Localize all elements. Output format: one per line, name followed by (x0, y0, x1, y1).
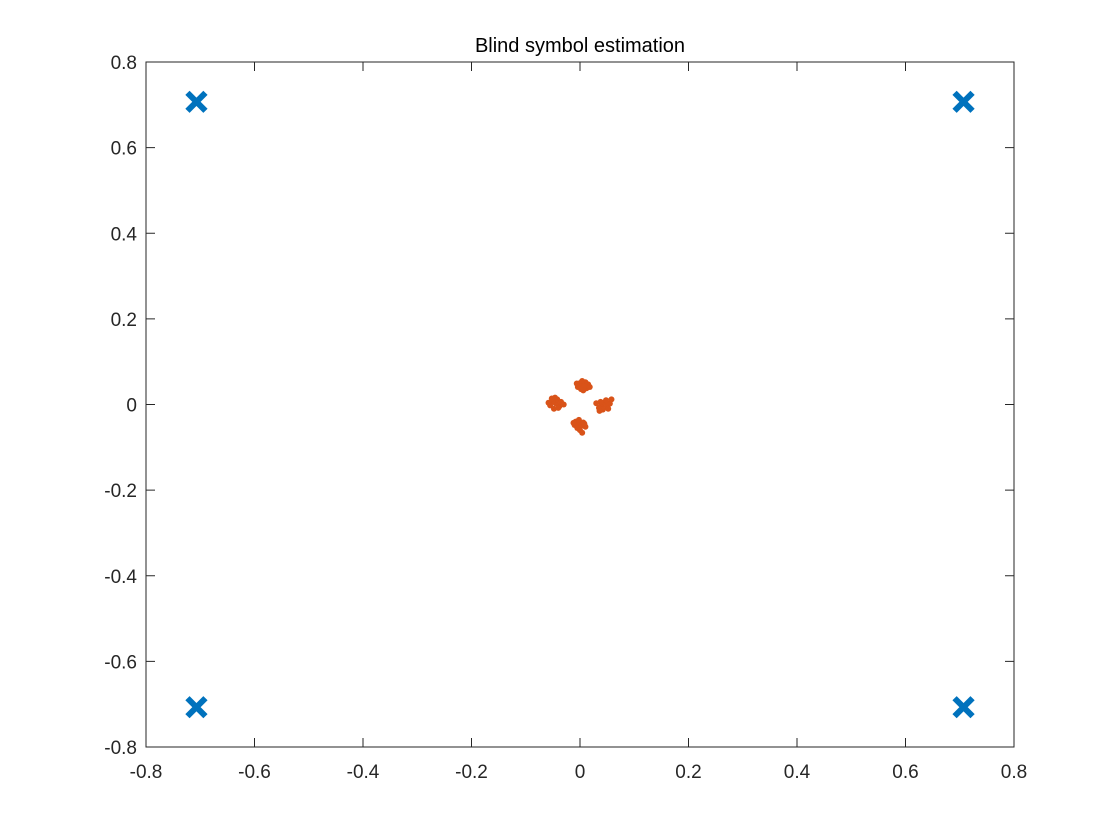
dot-marker-point (596, 407, 603, 414)
dot-marker-point (545, 399, 552, 406)
dot-marker-point (579, 429, 586, 436)
dot-marker-point (586, 383, 593, 390)
y-tick-label: 0.4 (111, 224, 138, 245)
x-tick-label: -0.2 (455, 762, 488, 783)
chart-title: Blind symbol estimation (475, 35, 685, 57)
x-tick-label: -0.4 (347, 762, 380, 783)
x-tick-label: 0.4 (784, 762, 811, 783)
dot-marker-point (570, 419, 577, 426)
y-tick-label: 0.6 (111, 139, 137, 160)
dot-marker-point (575, 416, 582, 423)
x-marker-point (952, 696, 975, 719)
x-tick-label: -0.6 (238, 762, 271, 783)
y-tick-label: -0.4 (104, 567, 137, 588)
x-tick-label: 0.2 (675, 762, 701, 783)
x-marker-point (185, 90, 208, 113)
y-tick-label: 0.8 (111, 53, 137, 74)
dot-marker-point (552, 394, 559, 401)
x-marker-point (952, 90, 975, 113)
x-marker-point (185, 696, 208, 719)
dot-marker-point (603, 397, 610, 404)
dot-marker-point (581, 420, 588, 427)
plot-area: -0.8 -0.6 -0.4 -0.2 0 0.2 0.4 0.6 0.8 -0.8 -0.6 -0.… (104, 53, 1027, 783)
dot-marker-point (573, 380, 580, 387)
y-tick-label: -0.6 (104, 652, 137, 673)
y-tick-label: 0 (126, 396, 137, 417)
x-tick-label: 0.6 (892, 762, 918, 783)
dot-marker-point (593, 400, 600, 407)
dot-marker-point (608, 396, 615, 403)
dot-marker-point (605, 405, 612, 412)
y-tick-label: -0.2 (104, 481, 137, 502)
x-tick-label: 0 (575, 762, 586, 783)
y-tick-label: 0.2 (111, 310, 137, 331)
x-tick-label: -0.8 (130, 762, 163, 783)
x-tick-label: 0.8 (1001, 762, 1027, 783)
dot-marker-point (580, 387, 587, 394)
y-tick-label: -0.8 (104, 738, 137, 759)
dot-marker-point (560, 401, 567, 408)
dot-marker-point (579, 377, 586, 384)
dot-marker-point (555, 404, 562, 411)
